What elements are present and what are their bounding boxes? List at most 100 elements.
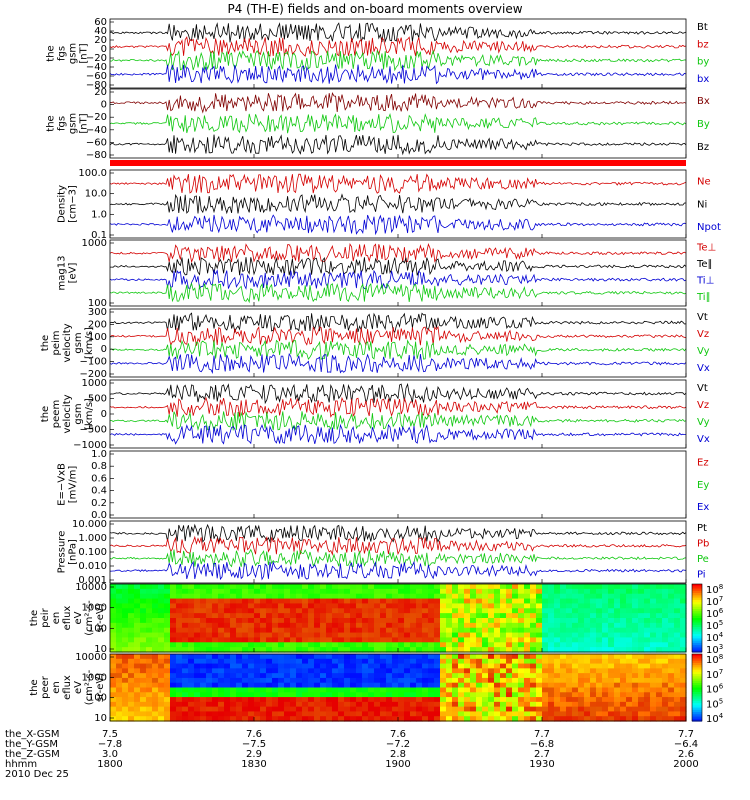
heatmap-cell — [164, 682, 171, 689]
heatmap-cell — [122, 677, 129, 684]
heatmap-cell — [236, 588, 243, 595]
heatmap-cell — [320, 632, 327, 639]
heatmap-cell — [392, 692, 399, 698]
heatmap-cell — [680, 692, 687, 698]
heatmap-cell — [602, 706, 609, 713]
heatmap-cell — [536, 593, 543, 600]
heatmap-cell — [314, 654, 321, 660]
heatmap-cell — [500, 687, 507, 693]
heatmap-cell — [116, 711, 123, 717]
heatmap-cell — [392, 608, 399, 614]
heatmap-cell — [674, 622, 681, 629]
colorbar-frame — [691, 653, 703, 722]
heatmap-cell — [440, 637, 447, 643]
heatmap-cell — [326, 692, 333, 698]
heatmap-cell — [524, 627, 531, 634]
series-line-vx — [109, 352, 687, 374]
heatmap-cell — [320, 687, 327, 693]
heatmap-cell — [452, 654, 459, 660]
heatmap-cell — [650, 598, 657, 605]
heatmap-cell — [494, 658, 501, 665]
heatmap-cell — [596, 692, 603, 698]
heatmap-cell — [494, 673, 501, 679]
heatmap-cell — [362, 701, 369, 708]
heatmap-cell — [500, 627, 507, 634]
heatmap-cell — [416, 637, 423, 643]
heatmap-cell — [230, 632, 237, 639]
heatmap-cell — [410, 706, 417, 713]
heatmap-cell — [428, 682, 435, 689]
heatmap-cell — [200, 706, 207, 713]
ephemeris-row-label: hhmm — [5, 759, 37, 770]
heatmap-cell — [272, 642, 279, 648]
heatmap-cell — [374, 673, 381, 679]
heatmap-cell — [302, 627, 309, 634]
heatmap-cell — [218, 654, 225, 660]
heatmap-cell — [344, 642, 351, 648]
heatmap-cell — [326, 622, 333, 629]
heatmap-cell — [572, 627, 579, 634]
colorbar-step — [692, 636, 702, 639]
heatmap-cell — [302, 647, 309, 653]
heatmap-cell — [266, 584, 273, 590]
heatmap-cell — [224, 647, 231, 653]
heatmap-cell — [308, 697, 315, 703]
heatmap-cell — [542, 711, 549, 717]
heatmap-cell — [446, 663, 453, 669]
heatmap-cell — [236, 622, 243, 629]
heatmap-cell — [308, 588, 315, 595]
heatmap-cell — [248, 588, 255, 595]
y-tick-label: 1.000 — [78, 533, 107, 544]
heatmap-cell — [176, 593, 183, 600]
heatmap-cell — [560, 598, 567, 605]
heatmap-cell — [266, 663, 273, 669]
heatmap-cell — [182, 706, 189, 713]
heatmap-cell — [638, 603, 645, 609]
heatmap-cell — [326, 682, 333, 689]
panel-9: 10810710610510410310000100010010thepeire… — [29, 582, 724, 656]
heatmap-cell — [428, 697, 435, 703]
heatmap-cell — [470, 706, 477, 713]
heatmap-cell — [218, 588, 225, 595]
heatmap-cell — [332, 697, 339, 703]
heatmap-cell — [314, 701, 321, 708]
heatmap-cell — [554, 658, 561, 665]
ephemeris-value: −6.4 — [674, 739, 698, 750]
heatmap-cell — [374, 642, 381, 648]
heatmap-cell — [380, 706, 387, 713]
heatmap-cell — [566, 608, 573, 614]
heatmap-cell — [236, 682, 243, 689]
heatmap-cell — [116, 608, 123, 614]
heatmap-cell — [602, 584, 609, 590]
heatmap-cell — [410, 627, 417, 634]
heatmap-cell — [506, 647, 513, 653]
y-axis-label-line: peer — [40, 675, 51, 699]
heatmap-cell — [644, 677, 651, 684]
heatmap-cell — [614, 692, 621, 698]
heatmap-cell — [338, 608, 345, 614]
heatmap-cell — [428, 584, 435, 590]
heatmap-cell — [164, 697, 171, 703]
heatmap-cell — [494, 654, 501, 660]
heatmap-cell — [482, 706, 489, 713]
heatmap-cell — [488, 673, 495, 679]
heatmap-cell — [416, 716, 423, 722]
heatmap-cell — [476, 697, 483, 703]
heatmap-cell — [284, 663, 291, 669]
heatmap-cell — [410, 618, 417, 624]
heatmap-cell — [302, 618, 309, 624]
heatmap-cell — [458, 642, 465, 648]
heatmap-cell — [470, 711, 477, 717]
heatmap-cell — [416, 584, 423, 590]
heatmap-cell — [278, 603, 285, 609]
heatmap-cell — [518, 682, 525, 689]
heatmap-cell — [626, 598, 633, 605]
heatmap-cell — [416, 613, 423, 619]
heatmap-cell — [374, 677, 381, 684]
heatmap-cell — [254, 642, 261, 648]
heatmap-cell — [152, 632, 159, 639]
heatmap-cell — [656, 622, 663, 629]
heatmap-cell — [284, 632, 291, 639]
heatmap-cell — [470, 647, 477, 653]
